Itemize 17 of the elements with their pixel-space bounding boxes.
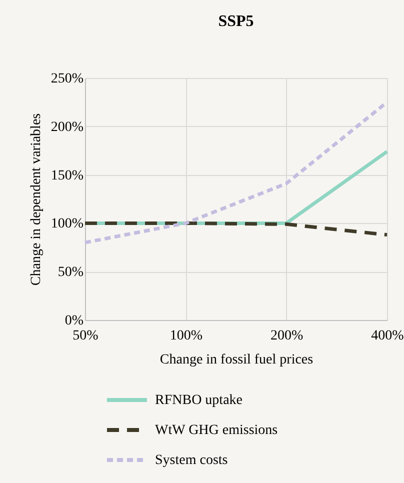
chart-title: SSP5 — [218, 13, 254, 30]
y-tick-label: 150% — [50, 168, 84, 184]
y-tick-label: 0% — [64, 314, 84, 328]
legend-label: RFNBO uptake — [155, 393, 242, 408]
x-tick-label: 200% — [270, 328, 304, 344]
y-tick-label: 50% — [58, 265, 84, 280]
x-tick-label: 400% — [371, 328, 404, 344]
x-tick-label: 100% — [170, 328, 203, 344]
y-tick-label: 250% — [50, 72, 84, 86]
x-tick-label: 50% — [72, 328, 99, 344]
y-tick-label: 200% — [50, 120, 84, 135]
x-axis-title: Change in fossil fuel prices — [160, 352, 314, 368]
y-tick-label: 100% — [50, 216, 84, 232]
line-series — [83, 100, 389, 244]
legend-label: System costs — [155, 453, 228, 468]
y-axis-title: Change in dependent variables — [28, 113, 44, 286]
legend-label: WtW GHG emissions — [155, 423, 278, 438]
